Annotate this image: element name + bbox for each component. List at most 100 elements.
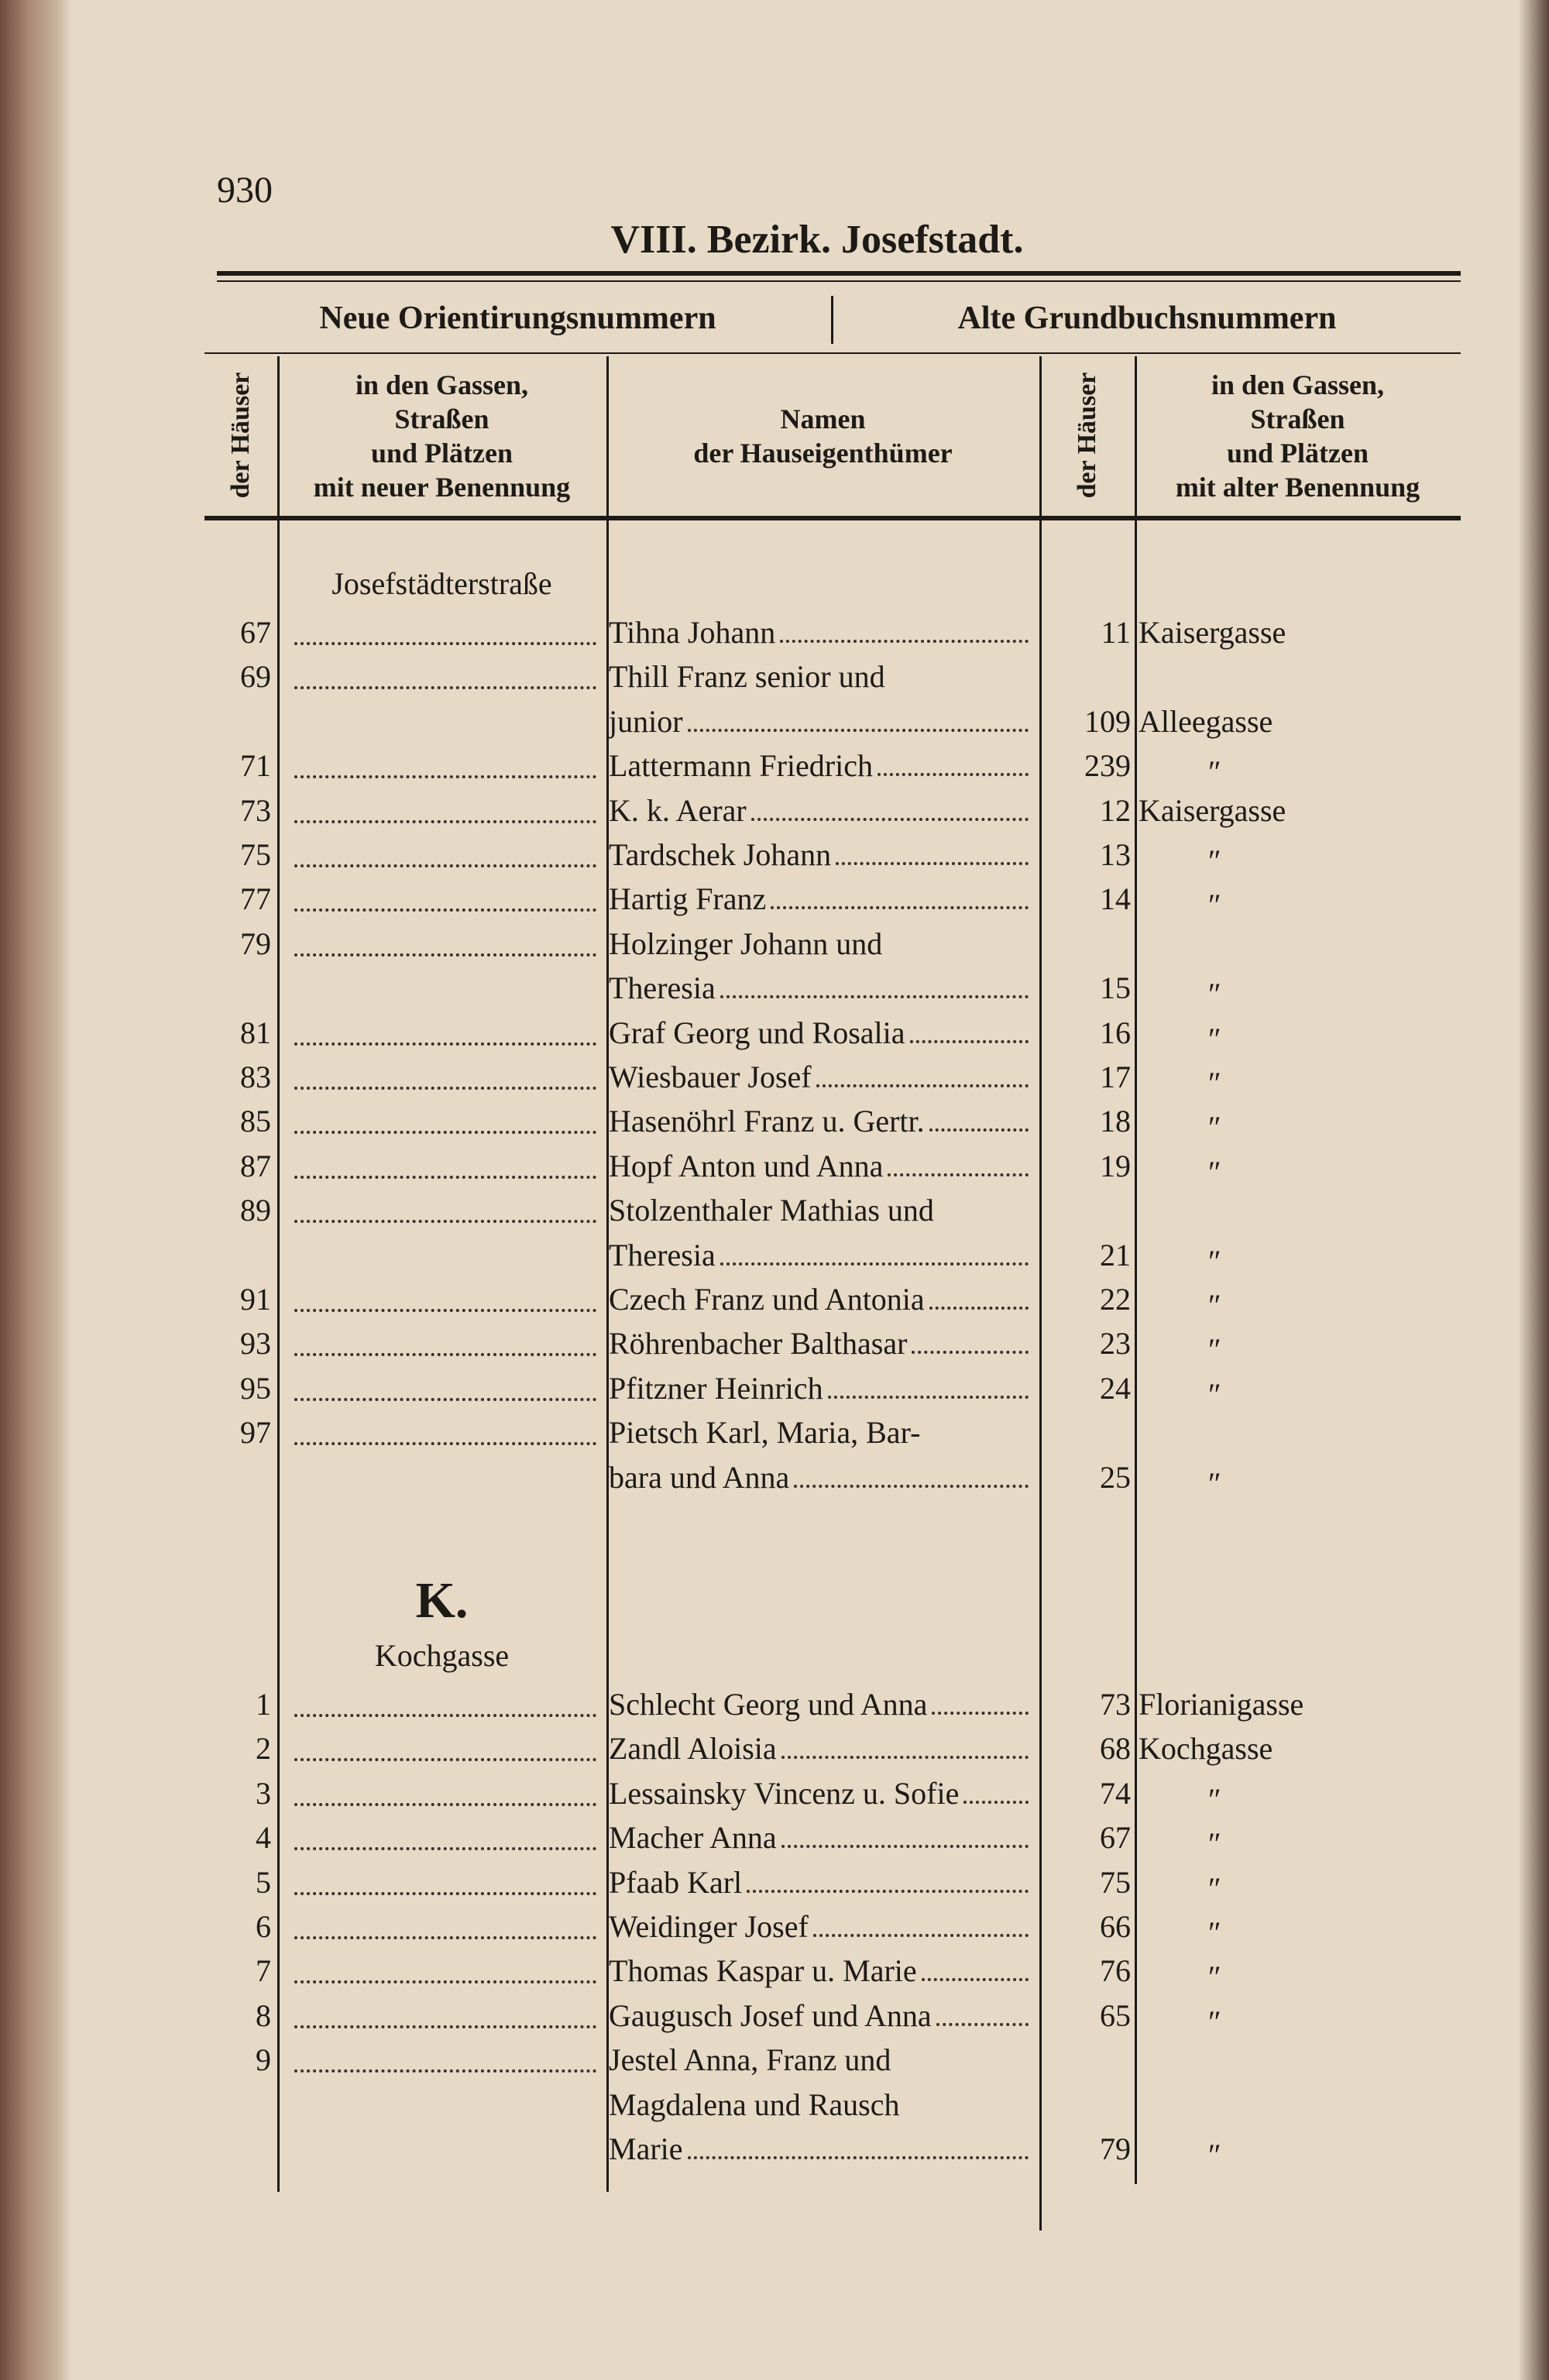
owner-name: Pfaab Karl bbox=[609, 1867, 1033, 1898]
rule bbox=[1039, 356, 1042, 2231]
dot-leader bbox=[912, 1351, 1029, 1355]
dot-leader bbox=[929, 1128, 1029, 1132]
column-header: Straßen bbox=[1250, 404, 1345, 434]
owner-name: Magdalena und Rausch bbox=[609, 2086, 1033, 2122]
old-street: ″ bbox=[1208, 2004, 1221, 2039]
house-number: 79 bbox=[240, 926, 271, 961]
owner-name: Pietsch Karl, Maria, Bar- bbox=[609, 1417, 1033, 1448]
owner-name: Lessainsky Vincenz u. Sofie bbox=[609, 1777, 1033, 1809]
dot-leader bbox=[294, 864, 596, 867]
old-street: ″ bbox=[1208, 1915, 1221, 1950]
old-street: ″ bbox=[1208, 1154, 1221, 1190]
column-header: Namen bbox=[780, 404, 866, 434]
old-street: ″ bbox=[1208, 1332, 1221, 1368]
group-header: Neue Orientirungsnummern bbox=[319, 301, 716, 336]
dot-leader bbox=[294, 908, 596, 912]
old-street: ″ bbox=[1208, 1959, 1221, 1995]
old-number: 67 bbox=[1100, 1820, 1131, 1856]
dot-leader bbox=[294, 1714, 596, 1717]
old-number: 68 bbox=[1100, 1731, 1131, 1767]
dot-leader bbox=[294, 2025, 596, 2028]
column-header: der Häuser bbox=[226, 372, 255, 499]
old-number: 19 bbox=[1100, 1148, 1131, 1183]
house-number: 71 bbox=[240, 748, 271, 784]
page-title: VIII. Bezirk. Josefstadt. bbox=[610, 218, 1024, 262]
dot-leader bbox=[936, 2022, 1029, 2026]
old-number: 73 bbox=[1100, 1687, 1131, 1722]
owner-text: Schlecht Georg und Anna bbox=[609, 1687, 928, 1722]
dot-leader bbox=[750, 817, 1029, 821]
house-number: 3 bbox=[256, 1775, 271, 1811]
house-number: 91 bbox=[240, 1282, 271, 1317]
rule bbox=[1135, 356, 1137, 2184]
old-street: ″ bbox=[1208, 977, 1221, 1012]
house-number: 67 bbox=[240, 615, 271, 650]
owner-name: Wiesbauer Josef bbox=[609, 1062, 1033, 1093]
house-number: 87 bbox=[240, 1148, 271, 1183]
column-header: mit alter Benennung bbox=[1175, 472, 1420, 503]
old-street: ″ bbox=[1208, 1826, 1221, 1862]
owner-text: Stolzenthaler Mathias und bbox=[609, 1193, 934, 1228]
owner-name: Theresia bbox=[609, 1237, 1033, 1272]
rule bbox=[217, 280, 1461, 282]
old-street: Alleegasse bbox=[1139, 703, 1273, 739]
owner-text: bara und Anna bbox=[609, 1459, 790, 1495]
rule bbox=[204, 516, 1461, 520]
owner-text: Zandl Aloisia bbox=[609, 1731, 777, 1767]
owner-text: Jestel Anna, Franz und bbox=[609, 2042, 891, 2078]
rule bbox=[217, 271, 1461, 276]
house-number: 2 bbox=[256, 1731, 271, 1767]
dot-leader bbox=[816, 1084, 1029, 1087]
owner-text: junior bbox=[609, 703, 683, 739]
old-number: 76 bbox=[1100, 1953, 1131, 1989]
dot-leader bbox=[294, 1087, 596, 1090]
owner-name: Hartig Franz bbox=[609, 884, 1033, 915]
dot-leader bbox=[794, 1484, 1029, 1488]
column-header: mit neuer Benennung bbox=[313, 472, 571, 503]
old-number: 22 bbox=[1100, 1282, 1131, 1317]
owner-text: Pfitzner Heinrich bbox=[609, 1370, 823, 1406]
house-number: 89 bbox=[240, 1193, 271, 1228]
house-number: 85 bbox=[240, 1104, 271, 1139]
owner-name: bara und Anna bbox=[609, 1459, 1033, 1495]
owner-name: Weidinger Josef bbox=[609, 1911, 1033, 1942]
old-street: ″ bbox=[1208, 1465, 1221, 1501]
old-number: 65 bbox=[1100, 1997, 1131, 2033]
owner-text: Theresia bbox=[609, 1237, 716, 1272]
old-street: ″ bbox=[1208, 1066, 1221, 1101]
dot-leader bbox=[294, 1891, 596, 1895]
old-number: 66 bbox=[1100, 1909, 1131, 1944]
owner-text: Thomas Kaspar u. Marie bbox=[609, 1953, 917, 1989]
owner-name: Zandl Aloisia bbox=[609, 1733, 1033, 1764]
rule bbox=[277, 356, 280, 2192]
old-number: 239 bbox=[1084, 748, 1131, 784]
owner-text: Marie bbox=[609, 2131, 683, 2166]
dot-leader bbox=[294, 642, 596, 645]
owner-text: Magdalena und Rausch bbox=[609, 2086, 900, 2122]
dot-leader bbox=[909, 1039, 1029, 1043]
old-street: Florianigasse bbox=[1139, 1687, 1304, 1722]
house-number: 4 bbox=[256, 1820, 271, 1856]
section-heading: Kochgasse bbox=[374, 1638, 510, 1673]
old-street: Kaisergasse bbox=[1139, 792, 1286, 828]
book-edge bbox=[0, 0, 71, 2380]
owner-text: Tihna Johann bbox=[609, 615, 776, 650]
dot-leader bbox=[747, 1889, 1029, 1893]
owner-name: Holzinger Johann und bbox=[609, 928, 1033, 960]
owner-name: Tardschek Johann bbox=[609, 840, 1033, 871]
dot-leader bbox=[294, 1442, 596, 1446]
old-number: 14 bbox=[1100, 881, 1131, 917]
dot-leader bbox=[294, 819, 596, 823]
owner-text: Röhrenbacher Balthasar bbox=[609, 1326, 908, 1362]
owner-text: Pietsch Karl, Maria, Bar- bbox=[609, 1415, 921, 1451]
old-street: ″ bbox=[1208, 888, 1221, 923]
house-number: 77 bbox=[240, 881, 271, 917]
old-street: Kochgasse bbox=[1139, 1731, 1273, 1767]
owner-text: K. k. Aerar bbox=[609, 792, 747, 828]
house-number: 81 bbox=[240, 1015, 271, 1050]
dot-leader bbox=[781, 1845, 1029, 1849]
owner-name: K. k. Aerar bbox=[609, 795, 1033, 826]
old-number: 13 bbox=[1100, 837, 1131, 872]
column-header: Straßen bbox=[394, 404, 489, 434]
old-street: ″ bbox=[1208, 1288, 1221, 1323]
